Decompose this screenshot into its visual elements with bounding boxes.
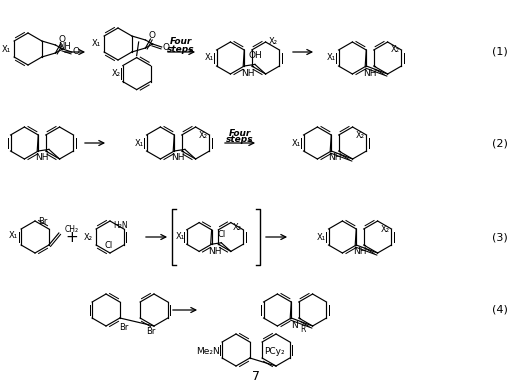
Text: X₂: X₂	[381, 224, 389, 233]
Text: PCy₂: PCy₂	[264, 348, 285, 356]
Text: OH: OH	[248, 51, 262, 60]
Text: O: O	[59, 36, 66, 45]
Text: NH: NH	[241, 68, 255, 77]
Text: NH: NH	[353, 248, 367, 257]
Text: R: R	[300, 325, 306, 334]
Text: (1): (1)	[492, 47, 508, 57]
Text: X₂: X₂	[112, 69, 121, 78]
Text: X₁: X₁	[9, 231, 18, 240]
Text: Four: Four	[229, 128, 251, 137]
Text: (2): (2)	[492, 138, 508, 148]
Text: NH: NH	[35, 154, 49, 163]
Text: NH: NH	[171, 154, 185, 163]
Text: H₂N: H₂N	[113, 221, 128, 231]
Text: X₂: X₂	[390, 46, 400, 55]
Text: (3): (3)	[492, 232, 508, 242]
Text: CH₂: CH₂	[65, 224, 79, 233]
Text: X₁: X₁	[92, 39, 101, 48]
Text: X₂: X₂	[356, 130, 365, 139]
Text: Br: Br	[119, 324, 128, 332]
Text: X₁: X₁	[204, 53, 214, 62]
Text: +: +	[65, 229, 78, 245]
Text: O: O	[149, 31, 156, 39]
Text: Four: Four	[170, 38, 192, 46]
Text: X₂: X₂	[269, 36, 277, 46]
Text: Cl: Cl	[217, 230, 225, 239]
Text: X₁: X₁	[2, 45, 11, 53]
Text: steps: steps	[226, 135, 254, 144]
Text: X₂: X₂	[199, 130, 207, 139]
Text: X₁: X₁	[134, 139, 144, 147]
Text: X₂: X₂	[84, 233, 93, 241]
Text: NH: NH	[328, 154, 342, 163]
Text: X₁: X₁	[316, 233, 326, 241]
Text: X₁: X₁	[327, 53, 336, 62]
Text: Br: Br	[146, 327, 155, 337]
Text: NH: NH	[208, 247, 222, 256]
Text: X₂: X₂	[233, 223, 242, 232]
Text: N: N	[292, 320, 298, 329]
Text: O: O	[72, 48, 79, 57]
Text: X₁: X₁	[176, 232, 184, 241]
Text: NH: NH	[58, 42, 71, 51]
Text: steps: steps	[167, 45, 195, 53]
Text: Br: Br	[38, 217, 48, 226]
Text: NH: NH	[363, 68, 377, 77]
Text: 7: 7	[252, 370, 260, 382]
Text: X₁: X₁	[291, 139, 300, 147]
Text: Cl: Cl	[105, 241, 113, 250]
Text: O: O	[162, 43, 169, 51]
Text: (4): (4)	[492, 305, 508, 315]
Text: Me₂N: Me₂N	[196, 348, 220, 356]
